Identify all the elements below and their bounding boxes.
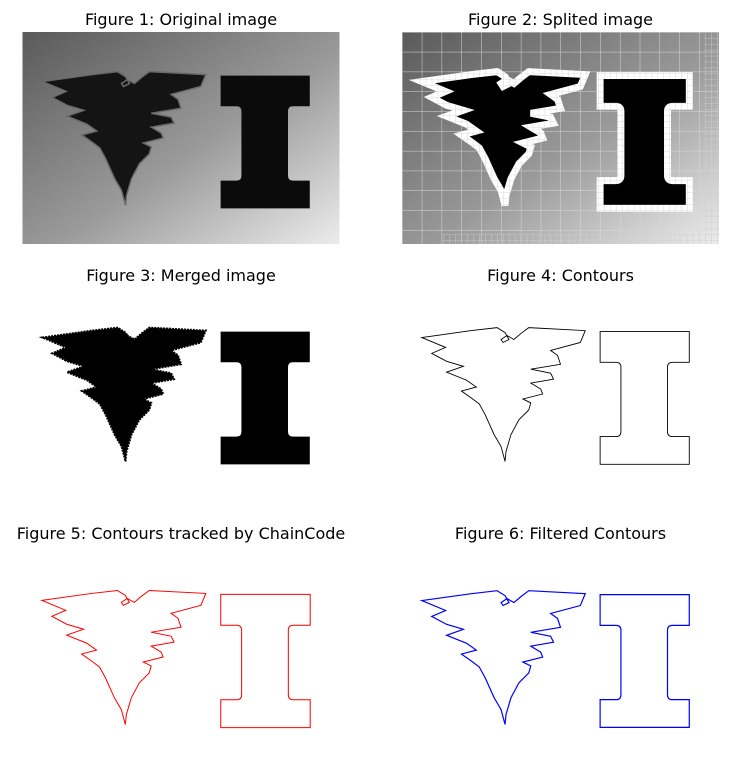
figure-2-title: Figure 2: Splited image bbox=[468, 10, 653, 29]
figure-3-panel: Figure 3: Merged image bbox=[22, 266, 340, 502]
bird-filtered-contour bbox=[421, 590, 586, 726]
contours-image bbox=[402, 288, 719, 500]
ibeam-chaincode-contour bbox=[220, 593, 311, 729]
bird-chaincode-contour bbox=[41, 589, 207, 726]
figure-1-title: Figure 1: Original image bbox=[84, 10, 278, 29]
figure-1-panel: Figure 1: Original image bbox=[22, 10, 340, 246]
filtered-contours-image bbox=[402, 570, 719, 756]
figure-5-panel: Figure 5: Contours tracked by ChainCode bbox=[8, 524, 354, 760]
figure-3-title: Figure 3: Merged image bbox=[86, 266, 276, 285]
figure-4-panel: Figure 4: Contours bbox=[402, 266, 719, 502]
ibeam-contour bbox=[599, 331, 690, 465]
split-image bbox=[402, 32, 719, 244]
merged-image bbox=[22, 288, 340, 500]
original-image bbox=[22, 32, 340, 244]
figure-5-title: Figure 5: Contours tracked by ChainCode bbox=[16, 524, 346, 543]
figure-2-panel: Figure 2: Splited image bbox=[402, 10, 719, 246]
bird-contour bbox=[421, 327, 586, 462]
figure-6-title: Figure 6: Filtered Contours bbox=[454, 524, 667, 543]
figure-6-panel: Figure 6: Filtered Contours bbox=[402, 524, 719, 760]
chaincode-contours-image bbox=[22, 570, 340, 756]
ibeam-filtered-contour bbox=[599, 594, 690, 728]
figure-4-title: Figure 4: Contours bbox=[487, 266, 634, 285]
